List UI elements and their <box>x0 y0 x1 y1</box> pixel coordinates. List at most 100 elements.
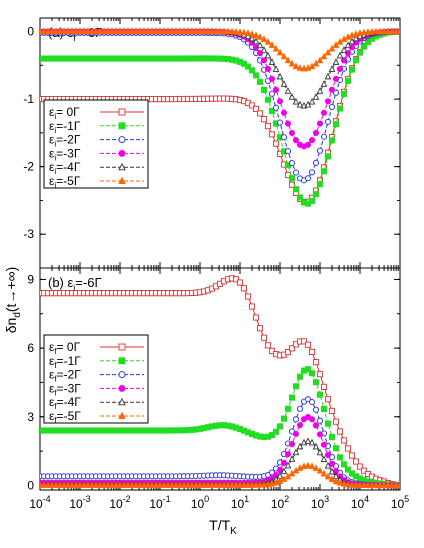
data-point-marker <box>308 137 316 144</box>
data-point-marker <box>328 433 336 440</box>
panels: 0-1-2-3(a) εf=-6Γεi= 0Γεi=-1Γεi=-2Γεi=-3… <box>23 17 409 511</box>
data-point-marker <box>356 481 364 488</box>
data-point-marker <box>272 428 280 435</box>
data-point-marker <box>196 481 204 488</box>
data-point-marker <box>344 41 352 49</box>
data-point-marker <box>320 109 328 116</box>
y-tick-label: -3 <box>23 227 34 241</box>
data-point-marker <box>120 481 128 488</box>
data-point-marker <box>296 442 304 450</box>
data-point-marker <box>284 349 292 356</box>
data-point-marker <box>336 454 344 461</box>
data-point-marker <box>136 481 144 488</box>
data-point-marker <box>308 416 316 423</box>
data-point-marker <box>364 481 372 489</box>
data-point-marker <box>224 27 232 35</box>
data-point-marker <box>320 405 328 413</box>
data-point-marker <box>224 481 232 488</box>
data-point-marker <box>260 35 268 42</box>
data-point-marker <box>200 481 208 488</box>
data-point-marker <box>220 27 228 35</box>
data-point-marker <box>292 62 300 70</box>
data-point-marker <box>360 43 368 50</box>
data-point-marker <box>364 39 372 46</box>
data-point-marker <box>288 455 296 462</box>
data-point-marker <box>328 44 336 52</box>
data-point-marker <box>252 72 260 79</box>
data-point-marker <box>348 481 356 488</box>
data-point-marker <box>148 27 156 35</box>
data-point-marker <box>292 430 300 437</box>
legend-entry-label: εf=-1Γ <box>49 354 81 370</box>
data-point-marker <box>308 399 316 406</box>
data-point-marker <box>252 37 260 45</box>
data-point-marker <box>118 108 126 116</box>
data-point-marker <box>212 27 220 35</box>
data-point-marker <box>324 451 332 458</box>
data-point-marker <box>184 27 192 35</box>
data-point-marker <box>252 481 260 488</box>
data-point-marker <box>124 481 132 488</box>
data-point-marker <box>368 27 376 35</box>
data-point-marker <box>152 27 160 35</box>
x-tick-label: 100 <box>191 494 209 511</box>
data-point-marker <box>100 27 108 35</box>
data-point-marker <box>380 27 388 35</box>
legend-entry-label: εi=-2Γ <box>49 133 81 149</box>
data-point-marker <box>284 56 292 64</box>
data-point-marker <box>392 481 400 489</box>
data-point-marker <box>232 481 240 488</box>
data-point-marker <box>328 103 336 111</box>
data-point-marker <box>118 162 126 171</box>
legend-entry-label: εf=-3Γ <box>49 381 81 397</box>
data-point-marker <box>156 27 164 35</box>
data-point-marker <box>196 27 204 35</box>
data-point-marker <box>192 481 200 488</box>
data-point-marker <box>52 481 60 488</box>
data-point-marker <box>308 97 316 105</box>
data-point-marker <box>392 27 400 35</box>
data-point-marker <box>304 396 312 403</box>
data-point-marker <box>264 123 272 130</box>
series-1 <box>40 275 400 489</box>
data-point-marker <box>124 27 132 35</box>
data-point-marker <box>288 394 296 401</box>
data-point-marker <box>200 27 208 35</box>
data-point-marker <box>256 481 264 488</box>
y-tick-label: 6 <box>27 341 34 355</box>
data-point-marker <box>296 405 304 412</box>
data-point-marker <box>118 136 126 144</box>
data-point-marker <box>118 371 126 379</box>
data-point-marker <box>272 104 280 111</box>
data-point-marker <box>44 481 52 488</box>
data-point-marker <box>296 64 304 71</box>
data-point-marker <box>316 417 324 424</box>
data-point-marker <box>320 469 328 477</box>
data-point-marker <box>248 30 256 37</box>
data-point-marker <box>268 131 276 138</box>
data-point-marker <box>52 27 60 35</box>
data-point-marker <box>292 383 300 390</box>
data-point-marker <box>48 27 56 35</box>
data-point-marker <box>316 87 324 94</box>
data-point-marker <box>68 481 76 488</box>
data-point-marker <box>280 52 288 60</box>
data-point-marker <box>344 445 352 452</box>
data-point-marker <box>276 98 284 105</box>
data-point-marker <box>336 51 344 59</box>
data-point-marker <box>308 197 316 204</box>
data-point-marker <box>320 52 328 60</box>
data-point-marker <box>144 27 152 35</box>
data-point-marker <box>308 169 316 176</box>
data-point-marker <box>328 475 336 483</box>
data-point-marker <box>236 279 244 286</box>
data-point-marker <box>332 41 340 48</box>
data-point-marker <box>208 481 216 488</box>
data-point-marker <box>76 481 84 488</box>
data-point-marker <box>256 325 264 332</box>
data-point-marker <box>312 406 320 413</box>
data-point-marker <box>244 63 252 70</box>
data-point-marker <box>172 27 180 35</box>
data-point-marker <box>64 27 72 35</box>
data-point-marker <box>344 466 352 473</box>
